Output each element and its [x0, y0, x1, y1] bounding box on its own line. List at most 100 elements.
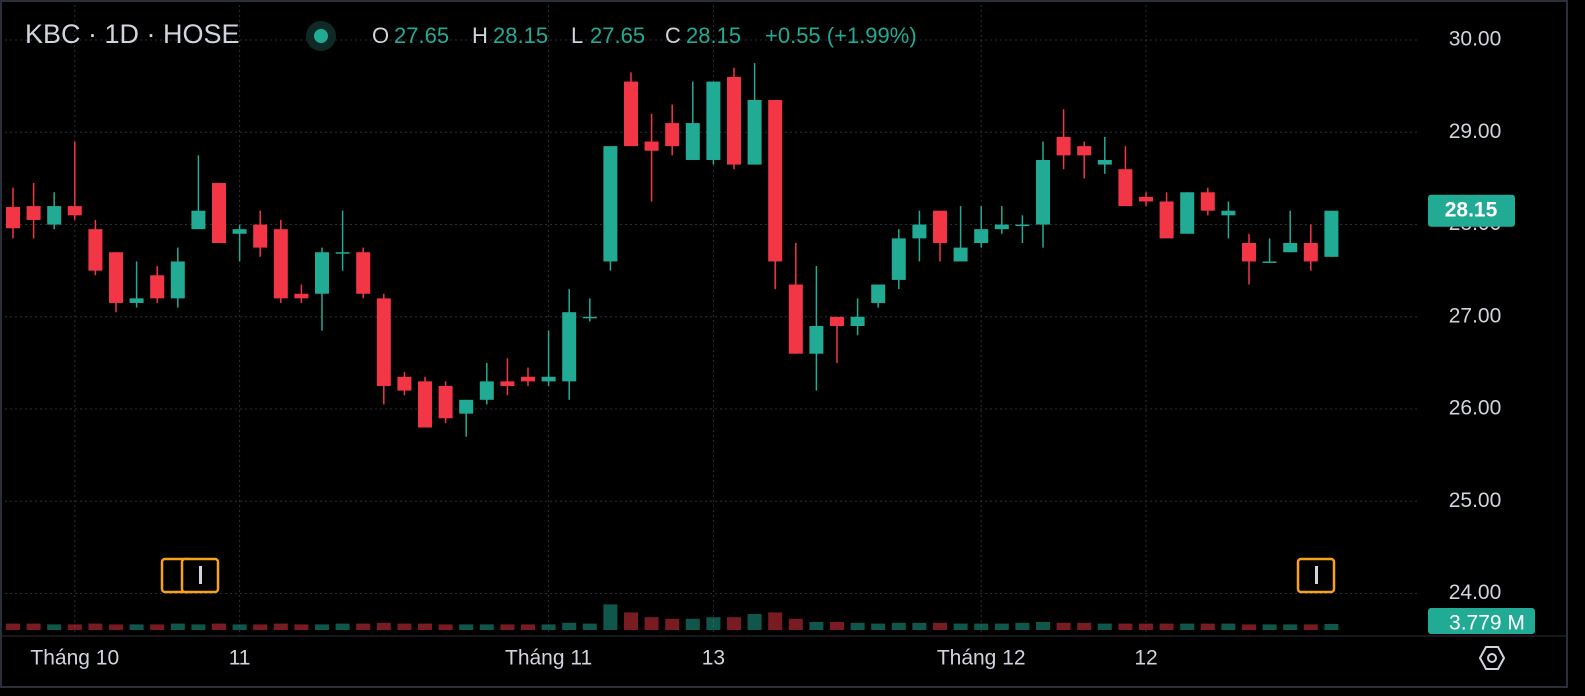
volume-bar — [1139, 623, 1153, 630]
y-tick-label: 30.00 — [1449, 28, 1502, 51]
candle-body — [603, 146, 618, 262]
x-tick-label: 12 — [1134, 647, 1157, 670]
candle-body — [1097, 159, 1112, 165]
volume-bar — [582, 623, 597, 630]
candle-body — [871, 284, 886, 303]
candle-body — [830, 316, 844, 327]
volume-bar — [665, 618, 680, 630]
ohlc-key: L — [571, 23, 583, 48]
volume-bar — [459, 624, 474, 630]
volume-bar — [1118, 623, 1133, 630]
candle-body — [1015, 224, 1030, 227]
candle-body — [912, 224, 927, 239]
settings-button[interactable] — [1478, 646, 1506, 670]
candle-body — [1077, 146, 1092, 156]
volume-bar — [356, 623, 371, 630]
y-tick-label: 27.00 — [1449, 304, 1502, 327]
volume-bar — [1015, 622, 1030, 630]
volume-bar — [1180, 623, 1195, 630]
candle-body — [706, 81, 721, 160]
candle-body — [788, 284, 803, 354]
volume-bar — [727, 617, 741, 630]
candle-body — [891, 238, 906, 280]
volume-bar — [1159, 623, 1174, 630]
volume-bar — [88, 623, 103, 630]
candle-body — [88, 229, 103, 271]
candle-body — [1180, 192, 1195, 234]
volume-bar — [212, 623, 226, 630]
candle-body — [335, 252, 350, 254]
volume-bar — [953, 623, 968, 630]
candle-body — [994, 224, 1009, 230]
volume-bar — [706, 617, 721, 630]
x-tick-label: Tháng 11 — [505, 647, 592, 670]
ohlc-key: H — [472, 23, 488, 48]
volume-bar — [397, 623, 412, 630]
candles — [6, 63, 1339, 437]
volume-bar — [170, 623, 185, 630]
volume-label-box — [1428, 608, 1535, 634]
candle-body — [1036, 159, 1050, 225]
volume-bar — [1077, 622, 1092, 630]
candle-body — [1159, 201, 1174, 239]
candle-body — [768, 100, 783, 262]
candle-body — [541, 376, 556, 382]
volume-bar — [1200, 623, 1215, 630]
ohlc-value: 28.15 — [493, 23, 548, 48]
candle-body — [933, 210, 947, 243]
volume-bar — [933, 622, 947, 630]
volume-bar — [129, 624, 144, 630]
candle-body — [747, 100, 762, 165]
candle-body — [253, 224, 268, 248]
candle-body — [212, 183, 226, 243]
volume-bar — [1303, 624, 1318, 630]
volume-bar — [830, 622, 844, 630]
candle-body — [1139, 196, 1153, 202]
candle-body — [26, 206, 41, 220]
volume-bar — [500, 624, 515, 630]
volume-bar — [747, 614, 762, 630]
candle-body — [1056, 136, 1071, 156]
candle-body — [356, 252, 371, 294]
frame — [0, 0, 1568, 688]
candle-body — [6, 207, 20, 229]
candle-body — [1324, 210, 1339, 257]
candle-body — [315, 252, 329, 294]
volume-pane — [6, 604, 1339, 630]
candle-body — [644, 141, 659, 151]
candle-body — [459, 399, 474, 414]
volume-bar — [521, 624, 535, 630]
time-axis: Tháng 10 11 Tháng 11 13 Tháng 12 12 — [30, 647, 1157, 670]
volume-bar — [1324, 623, 1339, 630]
volume-bar — [624, 612, 638, 630]
candle-body — [809, 326, 824, 354]
volume-bar — [150, 624, 165, 630]
candle-body — [438, 385, 453, 419]
candle-body — [562, 312, 577, 382]
x-tick-label: Tháng 10 — [30, 647, 119, 670]
last-price-box — [1428, 194, 1515, 227]
y-tick-label: 29.00 — [1449, 120, 1502, 143]
candle-body — [47, 206, 62, 225]
ohlc-value: 27.65 — [590, 23, 645, 48]
volume-bar — [438, 624, 453, 630]
candle-body — [273, 229, 288, 299]
ohlc-key: C — [665, 23, 681, 48]
candle-body — [109, 252, 123, 303]
volume-bar — [1097, 623, 1112, 630]
candle-body — [150, 275, 165, 299]
volume-bar — [67, 624, 82, 630]
candle-body — [850, 316, 865, 327]
y-tick-label: 24.00 — [1449, 581, 1502, 604]
candle-body — [191, 210, 206, 230]
volume-bar — [1056, 622, 1071, 630]
candle-body — [1221, 210, 1236, 216]
candle-body — [1283, 243, 1298, 253]
candle-body — [1303, 243, 1318, 262]
x-tick-label: 11 — [229, 647, 251, 670]
volume-bar — [253, 624, 268, 630]
volume-bar — [232, 624, 247, 630]
candle-body — [67, 206, 82, 216]
price-axis: 24.0025.0026.0027.0028.0029.0030.0028.15… — [1428, 28, 1535, 635]
